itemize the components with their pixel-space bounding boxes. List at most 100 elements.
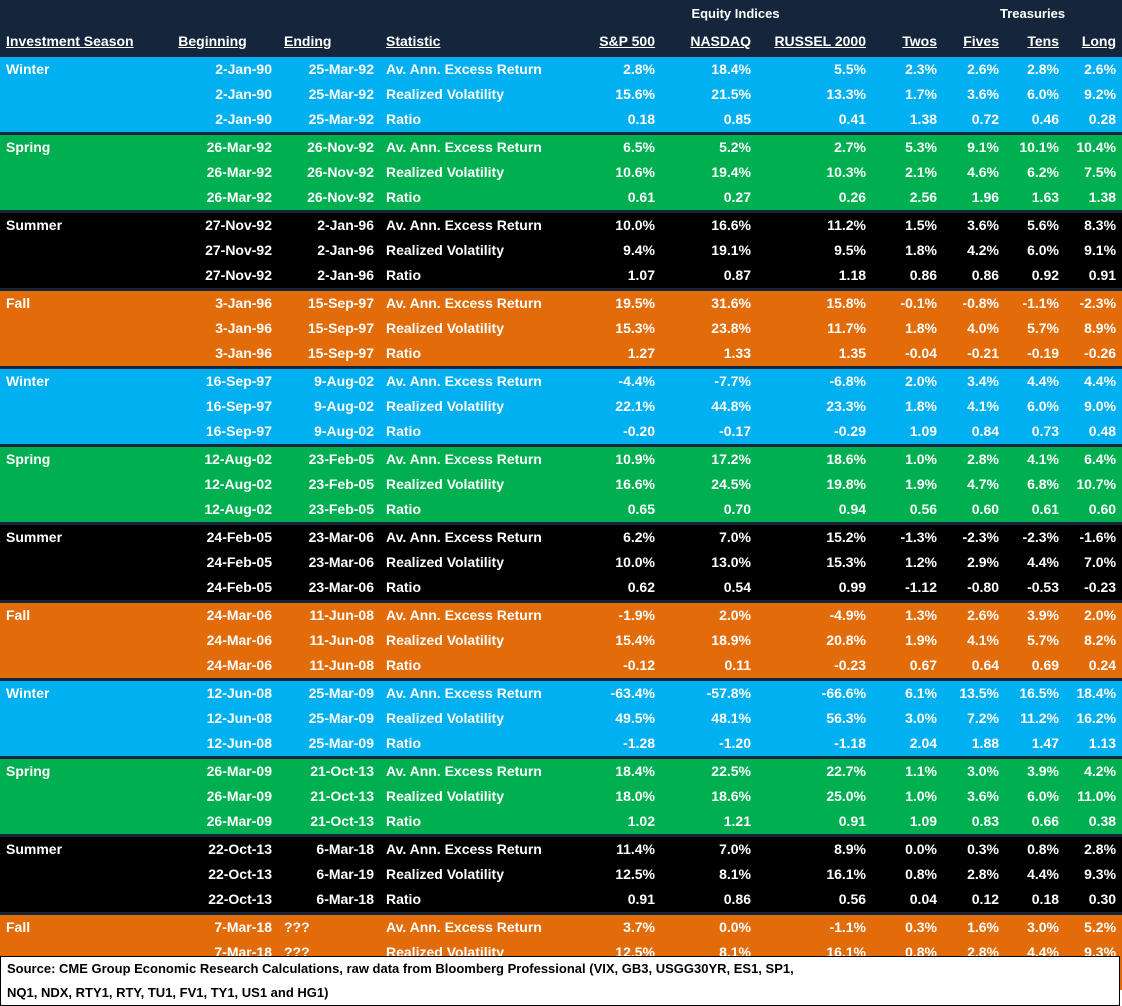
season-label: Summer xyxy=(0,525,147,550)
value-fives: 9.1% xyxy=(943,135,1006,160)
value-twos: 2.3% xyxy=(872,57,944,82)
statistic-name: Ratio xyxy=(380,887,599,912)
value-fives: 0.3% xyxy=(943,837,1006,862)
statistic-name: Av. Ann. Excess Return xyxy=(380,57,599,82)
value-russell: 8.9% xyxy=(765,837,873,862)
ending-date: 25-Mar-92 xyxy=(278,107,380,132)
season-label: Spring xyxy=(0,759,147,784)
value-sp500: 18.4% xyxy=(599,759,661,784)
value-russell: 9.5% xyxy=(765,238,873,263)
value-sp500: 3.7% xyxy=(599,915,661,940)
value-sp500: -0.12 xyxy=(599,653,661,678)
value-twos: 1.3% xyxy=(872,603,944,628)
ending-date: 26-Nov-92 xyxy=(278,185,380,210)
table-row: 24-Feb-05 23-Mar-06 Ratio 0.62 0.54 0.99 -1.12… xyxy=(0,575,1122,600)
value-long: 8.3% xyxy=(1065,213,1122,238)
value-fives: 4.7% xyxy=(943,472,1006,497)
season-label xyxy=(0,809,147,834)
beginning-date: 16-Sep-97 xyxy=(147,394,278,419)
beginning-date: 27-Nov-92 xyxy=(147,238,278,263)
beginning-date: 12-Jun-08 xyxy=(147,706,278,731)
col-header-tens: Tens xyxy=(1005,28,1066,54)
value-twos: 3.0% xyxy=(872,706,944,731)
col-header-long: Long xyxy=(1065,28,1122,54)
value-nasdaq: 0.86 xyxy=(661,887,765,912)
season-label xyxy=(0,341,147,366)
group-separator xyxy=(0,600,1122,603)
statistic-name: Av. Ann. Excess Return xyxy=(380,837,599,862)
beginning-date: 24-Mar-06 xyxy=(147,653,278,678)
group-separator xyxy=(0,834,1122,837)
value-fives: 0.83 xyxy=(943,809,1006,834)
statistic-name: Ratio xyxy=(380,185,599,210)
group-separator xyxy=(0,210,1122,213)
value-fives: 3.0% xyxy=(943,759,1006,784)
value-sp500: 0.18 xyxy=(599,107,661,132)
table-row: Winter 2-Jan-90 25-Mar-92 Av. Ann. Excess R… xyxy=(0,57,1122,82)
value-nasdaq: 0.11 xyxy=(661,653,765,678)
table-row: 24-Feb-05 23-Mar-06 Realized Volatility 10.… xyxy=(0,550,1122,575)
value-tens: 2.8% xyxy=(1005,57,1066,82)
value-tens: 1.63 xyxy=(1005,185,1066,210)
value-sp500: -1.28 xyxy=(599,731,661,756)
value-tens: 4.1% xyxy=(1005,447,1066,472)
value-tens: 5.7% xyxy=(1005,628,1066,653)
season-label xyxy=(0,316,147,341)
season-label: Spring xyxy=(0,447,147,472)
value-twos: 0.56 xyxy=(872,497,944,522)
value-nasdaq: 7.0% xyxy=(661,837,765,862)
value-long: 9.0% xyxy=(1065,394,1122,419)
season-label: Fall xyxy=(0,603,147,628)
statistic-name: Av. Ann. Excess Return xyxy=(380,525,599,550)
value-fives: 1.96 xyxy=(943,185,1006,210)
beginning-date: 26-Mar-92 xyxy=(147,185,278,210)
value-twos: 1.8% xyxy=(872,238,944,263)
value-tens: 6.0% xyxy=(1005,784,1066,809)
value-twos: 0.0% xyxy=(872,837,944,862)
table-row: Spring 26-Mar-09 21-Oct-13 Av. Ann. Excess … xyxy=(0,759,1122,784)
season-label xyxy=(0,107,147,132)
value-twos: 1.7% xyxy=(872,82,944,107)
ending-date: 2-Jan-96 xyxy=(278,263,380,288)
beginning-date: 27-Nov-92 xyxy=(147,263,278,288)
season-label xyxy=(0,419,147,444)
value-russell: 5.5% xyxy=(765,57,873,82)
value-tens: 0.18 xyxy=(1005,887,1066,912)
ending-date: 2-Jan-96 xyxy=(278,213,380,238)
table-row: 12-Jun-08 25-Mar-09 Ratio -1.28 -1.20 -1.18 2.… xyxy=(0,731,1122,756)
value-sp500: 18.0% xyxy=(599,784,661,809)
value-fives: 3.6% xyxy=(943,784,1006,809)
group-separator xyxy=(0,756,1122,759)
value-long: 8.9% xyxy=(1065,316,1122,341)
value-long: 1.38 xyxy=(1065,185,1122,210)
value-twos: 2.04 xyxy=(872,731,944,756)
value-long: 16.2% xyxy=(1065,706,1122,731)
equity-indices-header: Equity Indices xyxy=(599,0,873,28)
value-twos: 1.09 xyxy=(872,809,944,834)
value-russell: -1.18 xyxy=(765,731,873,756)
statistic-name: Av. Ann. Excess Return xyxy=(380,213,599,238)
value-sp500: 19.5% xyxy=(599,291,661,316)
season-label xyxy=(0,497,147,522)
value-nasdaq: 0.27 xyxy=(661,185,765,210)
value-nasdaq: -57.8% xyxy=(661,681,765,706)
value-twos: 5.3% xyxy=(872,135,944,160)
value-fives: 2.6% xyxy=(943,57,1006,82)
value-twos: 0.86 xyxy=(872,263,944,288)
group-separator xyxy=(0,54,1122,57)
table-row: Spring 26-Mar-92 26-Nov-92 Av. Ann. Excess … xyxy=(0,135,1122,160)
value-fives: 3.4% xyxy=(943,369,1006,394)
value-long: 0.38 xyxy=(1065,809,1122,834)
beginning-date: 24-Mar-06 xyxy=(147,628,278,653)
ending-date: 23-Feb-05 xyxy=(278,447,380,472)
value-fives: 4.0% xyxy=(943,316,1006,341)
value-russell: -4.9% xyxy=(765,603,873,628)
statistic-name: Realized Volatility xyxy=(380,706,599,731)
value-long: 0.30 xyxy=(1065,887,1122,912)
value-twos: 1.0% xyxy=(872,784,944,809)
value-fives: 2.9% xyxy=(943,550,1006,575)
ending-date: 21-Oct-13 xyxy=(278,759,380,784)
statistic-name: Realized Volatility xyxy=(380,550,599,575)
